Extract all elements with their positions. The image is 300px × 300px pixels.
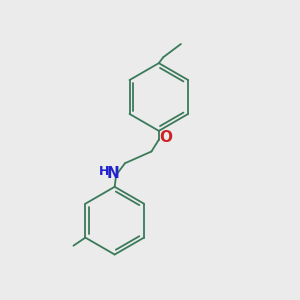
Text: N: N xyxy=(106,166,119,181)
Text: H: H xyxy=(99,165,109,178)
Text: O: O xyxy=(160,130,173,145)
